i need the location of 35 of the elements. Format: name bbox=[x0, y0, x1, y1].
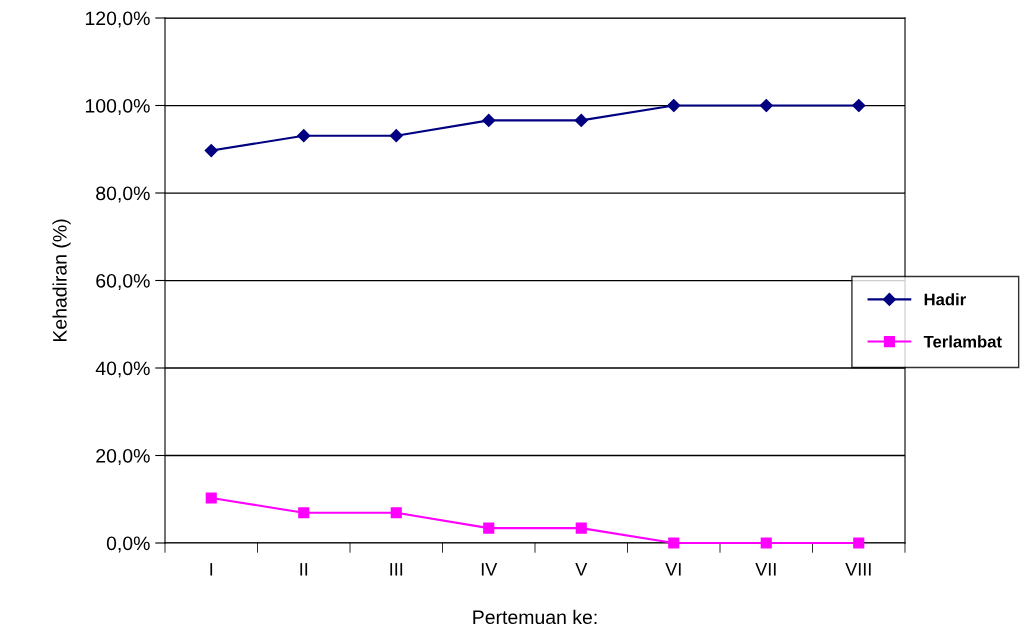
point bbox=[297, 129, 311, 143]
point bbox=[390, 507, 402, 519]
point bbox=[759, 98, 773, 113]
point bbox=[389, 129, 403, 143]
point bbox=[204, 143, 218, 158]
y-tick-label: 20,0% bbox=[96, 448, 150, 466]
x-tick-label: II bbox=[300, 563, 308, 576]
x-tick-label: IV bbox=[481, 563, 498, 576]
point bbox=[205, 492, 217, 504]
point bbox=[668, 537, 680, 549]
legend-label: Hadir bbox=[924, 293, 966, 306]
y-tick-label: 120,0% bbox=[85, 11, 150, 28]
legend-label: Terlambat bbox=[923, 335, 1002, 348]
x-tick-label: VI bbox=[665, 563, 681, 576]
point bbox=[298, 507, 310, 519]
point bbox=[574, 113, 588, 127]
y-tick-label: 60,0% bbox=[96, 273, 150, 291]
y-tick-label: 80,0% bbox=[96, 186, 150, 203]
x-axis-title: Pertemuan ke: bbox=[473, 609, 597, 625]
point bbox=[575, 522, 587, 534]
x-tick-label: V bbox=[575, 563, 588, 576]
y-tick-label: 40,0% bbox=[95, 361, 150, 378]
point bbox=[853, 537, 865, 549]
point bbox=[852, 98, 866, 113]
y-axis-title: Kehadiran (%) bbox=[52, 219, 71, 342]
y-tick-label: 100,0% bbox=[85, 98, 150, 116]
x-tick-label: VII bbox=[755, 563, 776, 576]
point bbox=[482, 113, 496, 127]
y-tick-label: 0,0% bbox=[106, 536, 150, 553]
point bbox=[667, 98, 681, 113]
x-tick-label: VIII bbox=[845, 563, 871, 576]
point bbox=[760, 537, 772, 549]
x-tick-label: I bbox=[210, 563, 213, 576]
point bbox=[483, 522, 495, 534]
x-tick-label: III bbox=[390, 563, 403, 576]
